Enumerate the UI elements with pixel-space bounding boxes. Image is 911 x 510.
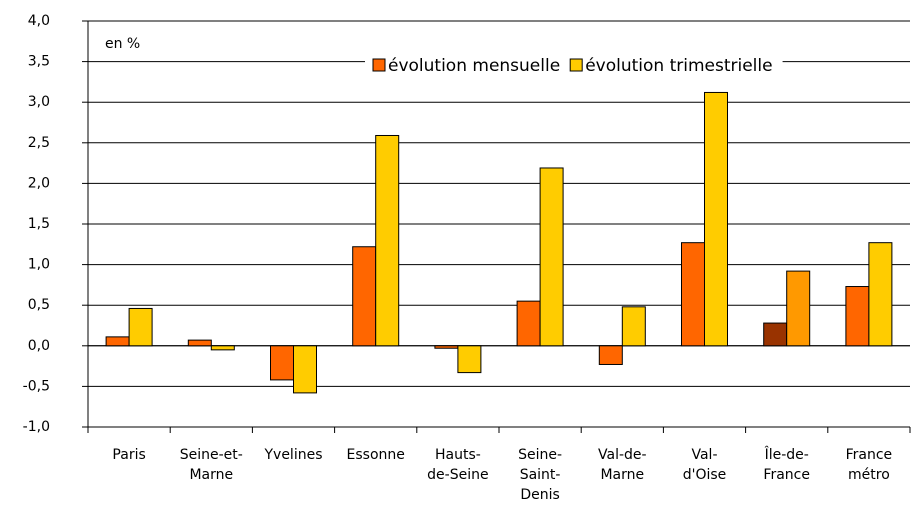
x-tick-label: Seine-et- (180, 447, 243, 463)
x-tick-label: Val- (691, 447, 717, 463)
bar (621, 306, 646, 347)
x-tick-label: Val-de- (598, 447, 647, 463)
legend-label: évolution mensuelle (388, 56, 560, 76)
y-tick-label: 0,0 (28, 338, 50, 354)
bar (434, 345, 459, 349)
y-tick-label: 0,5 (28, 297, 50, 313)
y-tick-label: 3,5 (28, 54, 50, 70)
y-tick-label: 1,0 (28, 257, 50, 273)
x-tick-label: Saint- (520, 467, 561, 483)
x-tick-label: Marne (189, 467, 233, 483)
bar (187, 339, 212, 347)
y-tick-label: 3,0 (28, 94, 50, 110)
bar (868, 242, 893, 347)
bar (105, 336, 130, 347)
x-tick-label: de-Seine (427, 467, 488, 483)
bar (763, 322, 788, 347)
bar (375, 134, 400, 347)
x-tick-label: Paris (112, 447, 145, 463)
bar (210, 345, 235, 351)
legend-swatch (569, 58, 583, 72)
x-tick-label: Denis (520, 487, 559, 503)
bar (786, 270, 811, 347)
bar (704, 91, 728, 347)
bar (128, 307, 153, 347)
bar (293, 345, 317, 394)
bar (352, 246, 377, 347)
x-tick-label: Essonne (347, 447, 405, 463)
y-tick-label: -0,5 (23, 378, 50, 394)
bar (681, 242, 705, 347)
legend-label: évolution trimestrielle (585, 56, 772, 76)
legend-swatch (372, 58, 386, 72)
bar (598, 345, 623, 365)
x-tick-label: Yvelines (263, 447, 322, 463)
bar (539, 167, 564, 347)
x-tick-label: Seine- (518, 447, 562, 463)
bar (270, 345, 294, 381)
x-tick-label: Hauts- (435, 447, 481, 463)
x-tick-label: France (846, 447, 893, 463)
y-tick-label: 4,0 (28, 13, 50, 29)
y-tick-label: -1,0 (23, 419, 50, 435)
x-tick-label: Marne (600, 467, 644, 483)
y-tick-label: 2,5 (28, 135, 50, 151)
annotation: en % (105, 36, 140, 52)
x-tick-label: Île-de- (764, 445, 809, 463)
x-tick-label: d'Oise (683, 467, 727, 483)
bar (516, 300, 541, 347)
y-tick-label: 1,5 (28, 216, 50, 232)
bar (845, 286, 870, 347)
y-tick-label: 2,0 (28, 175, 50, 191)
x-tick-label: métro (848, 467, 890, 483)
x-tick-label: France (763, 467, 810, 483)
bar (457, 345, 482, 374)
